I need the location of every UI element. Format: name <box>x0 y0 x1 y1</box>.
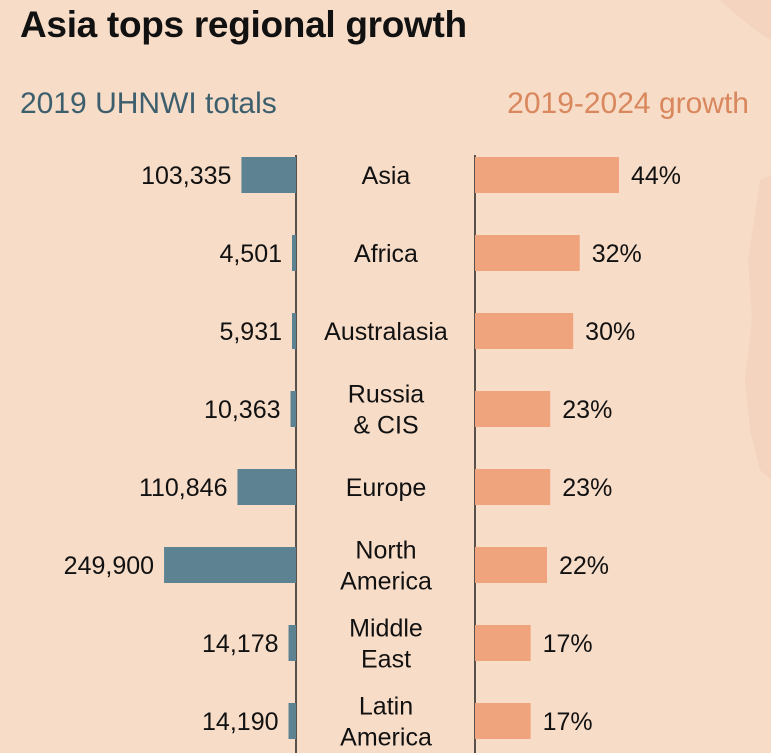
growth-bar-australasia <box>475 313 574 349</box>
growth-label-africa: 32% <box>592 240 642 268</box>
totals-bar-middle-east <box>288 625 296 661</box>
totals-bar-latin-america <box>288 703 296 739</box>
totals-label-russia-cis: 10,363 <box>204 396 280 424</box>
category-label-africa: Africa <box>354 240 418 268</box>
totals-label-australasia: 5,931 <box>219 318 282 346</box>
growth-label-north-america: 22% <box>559 552 609 580</box>
category-label-middle-east: Middle East <box>349 615 423 674</box>
totals-label-asia: 103,335 <box>141 162 231 190</box>
totals-label-latin-america: 14,190 <box>202 708 278 736</box>
totals-bar-north-america <box>164 547 296 583</box>
category-label-europe: Europe <box>346 474 427 502</box>
growth-series-header: 2019-2024 growth <box>507 87 749 120</box>
category-label-north-america: North America <box>340 537 432 596</box>
category-label-australasia: Australasia <box>324 318 448 346</box>
growth-label-europe: 23% <box>562 474 612 502</box>
growth-label-latin-america: 17% <box>543 708 593 736</box>
category-label-asia: Asia <box>362 162 411 190</box>
chart-title: Asia tops regional growth <box>20 4 467 45</box>
totals-series-header: 2019 UHNWI totals <box>20 87 277 120</box>
totals-bar-africa <box>292 235 296 271</box>
growth-bar-africa <box>475 235 580 271</box>
growth-label-russia-cis: 23% <box>562 396 612 424</box>
totals-bar-asia <box>241 157 296 193</box>
totals-label-africa: 4,501 <box>219 240 282 268</box>
growth-bar-asia <box>475 157 619 193</box>
growth-bar-north-america <box>475 547 547 583</box>
growth-label-australasia: 30% <box>585 318 635 346</box>
growth-bar-latin-america <box>475 703 531 739</box>
category-label-latin-america: Latin America <box>340 693 432 752</box>
totals-bar-australasia <box>292 313 296 349</box>
growth-label-asia: 44% <box>631 162 681 190</box>
totals-label-north-america: 249,900 <box>64 552 154 580</box>
totals-label-europe: 110,846 <box>139 474 228 502</box>
growth-bar-middle-east <box>475 625 531 661</box>
totals-bar-russia-cis <box>290 391 296 427</box>
category-label-russia-cis: Russia & CIS <box>348 381 425 440</box>
growth-bar-russia-cis <box>475 391 551 427</box>
growth-bar-europe <box>475 469 551 505</box>
totals-label-middle-east: 14,178 <box>202 630 278 658</box>
growth-label-middle-east: 17% <box>543 630 593 658</box>
totals-bar-europe <box>237 469 296 505</box>
